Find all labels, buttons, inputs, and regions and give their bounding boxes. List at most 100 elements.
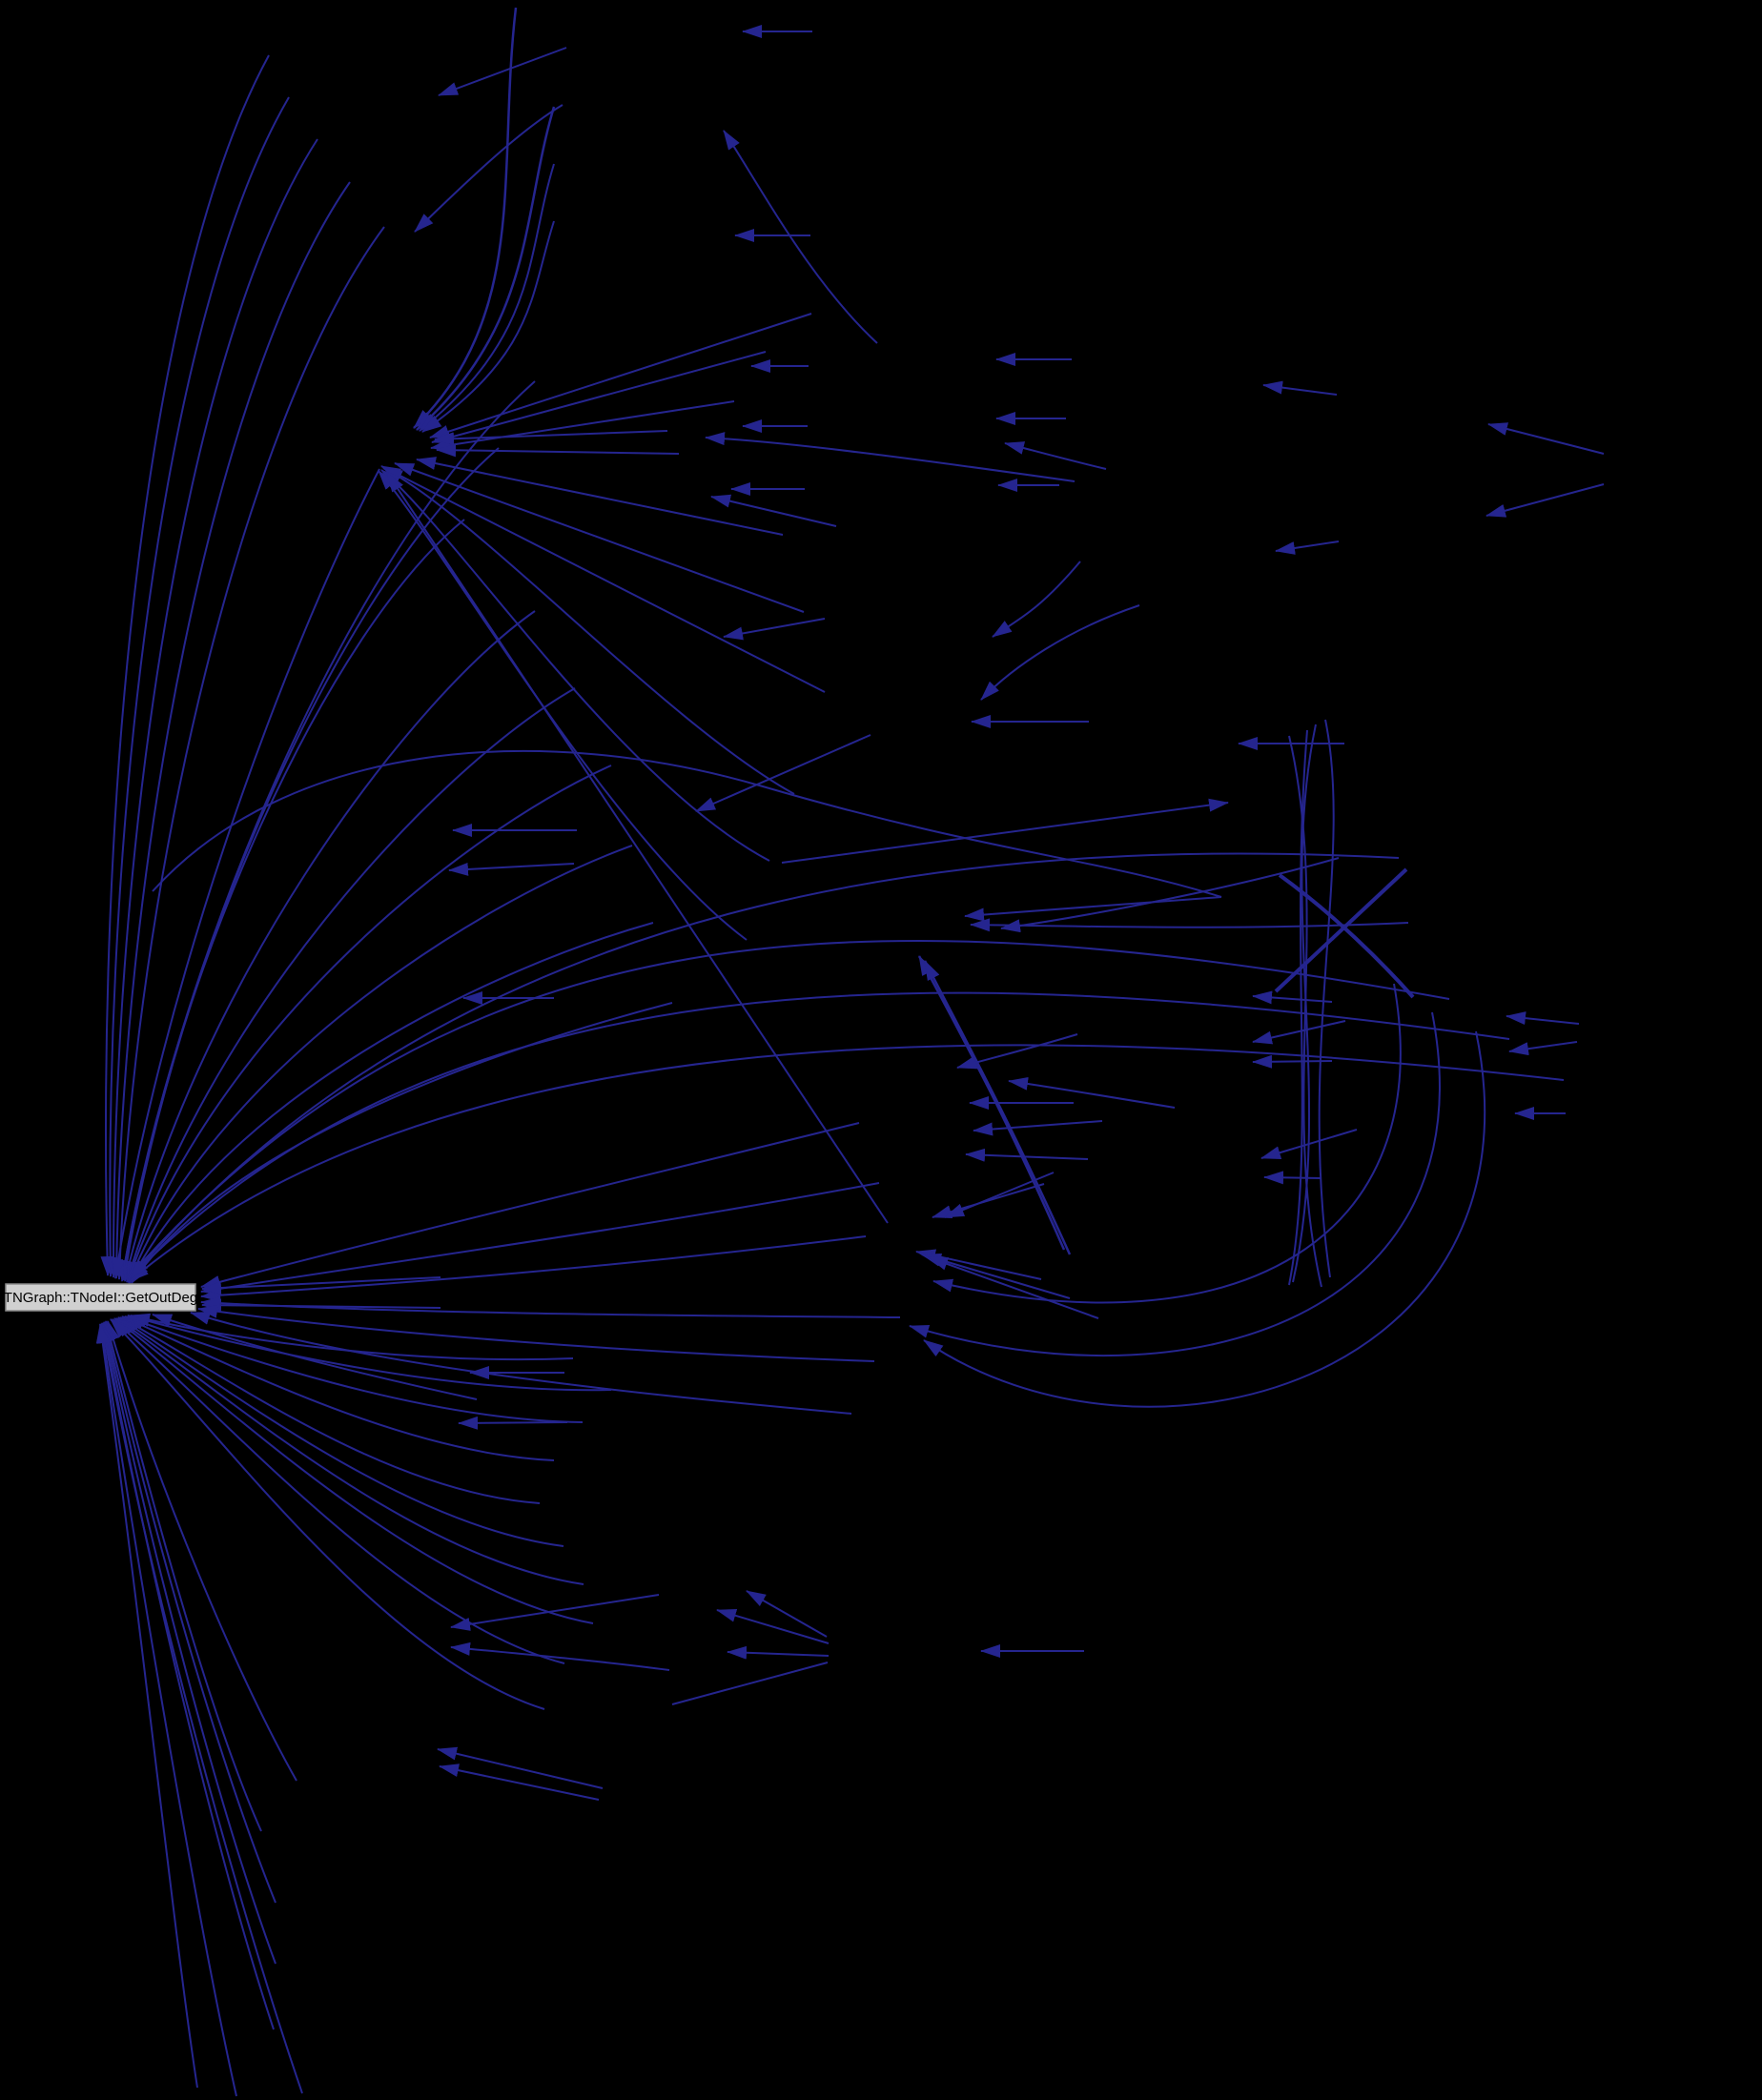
call-edge [130,852,1400,1279]
call-edge [419,163,555,432]
call-edge [97,1323,237,2097]
call-edge [980,604,1140,701]
call-edge [201,1276,441,1295]
call-edge [107,1320,297,1782]
call-edge [458,1416,568,1430]
call-edge [414,104,563,233]
call-edge [102,1321,277,1904]
call-edge [112,1318,565,1664]
call-edge [437,1746,604,1789]
call-edge [118,519,465,1282]
call-edge [121,1315,555,1461]
call-edge [944,1172,1055,1218]
call-edge [200,1122,860,1289]
call-edge [1275,540,1340,555]
call-edge [746,1590,828,1638]
call-edge [152,749,1222,898]
call-edge [201,1298,441,1313]
call-edge [382,467,795,795]
call-edge [106,138,318,1278]
call-edge [98,1322,303,2094]
call-edge [671,1662,829,1705]
call-edge [1008,1076,1176,1109]
call-edge [1288,729,1308,1286]
call-edge [394,462,805,613]
call-edge [438,47,567,96]
call-edge [104,1320,262,1832]
call-edge [117,1316,564,1547]
call-edge [127,991,1510,1281]
call-edge [112,468,380,1279]
call-edge [99,1322,275,2030]
call-edge [705,432,1076,482]
call-edge [103,96,290,1277]
call-edge [113,1317,594,1624]
call-edge [965,1148,1089,1162]
call-edge [1263,1171,1322,1185]
main-function-node[interactable]: TNGraph::TNodeI::GetOutDeg [4,1283,197,1312]
call-edge [917,955,1066,1251]
call-edge [716,1609,830,1644]
call-edge [430,400,735,452]
call-edge [131,1002,673,1284]
call-edge [923,960,1072,1255]
call-edge [1485,483,1605,518]
call-edge [113,226,385,1280]
call-edge [200,1182,880,1295]
call-edge [1262,380,1338,396]
call-edge [200,1235,867,1302]
call-edge [727,1645,830,1660]
call-edge [436,443,680,458]
call-edge [110,1318,545,1710]
node-box [5,1283,196,1312]
call-edge [416,457,784,536]
call-edge [100,54,270,1276]
call-edge [450,1594,660,1631]
call-edge [695,734,871,812]
call-edge [1278,873,1415,999]
call-edge [932,983,1402,1304]
call-edge [110,181,351,1279]
call-edge [416,106,556,431]
call-edge [964,896,1222,922]
call-edge [956,1033,1078,1070]
call-edge [380,469,770,862]
call-edge [448,862,575,876]
call-edge [434,430,668,446]
call-edge [127,765,612,1283]
call-edge [119,1316,541,1504]
call-edge [710,494,837,527]
call-edge [1252,990,1333,1005]
call-edge [127,1314,612,1392]
call-edge [200,1296,901,1318]
call-edge [122,610,536,1282]
call-edge [429,313,812,438]
call-edge [129,1044,1565,1282]
call-edge [129,922,654,1284]
call-edge [1274,867,1408,993]
call-edge [152,1314,478,1400]
node-label: TNGraph::TNodeI::GetOutDeg [4,1290,197,1306]
edges-layer [95,7,1605,2097]
call-edge [723,618,826,641]
call-edge [126,939,1450,1280]
call-edge [1252,1020,1346,1045]
call-edge [421,220,555,433]
call-edge [380,465,826,693]
call-edge [130,1313,574,1361]
call-edge [95,1323,198,2089]
call-edge [1487,422,1605,455]
call-edge [923,1030,1486,1408]
call-edge [1000,857,1340,933]
call-edge [125,687,576,1283]
call-edge [909,1011,1441,1356]
call-edge [413,7,518,429]
call-edge [115,1317,584,1585]
call-edge [450,1641,670,1671]
call-edge [439,1764,600,1801]
call-edge [386,472,889,1224]
call-edge [190,1312,852,1415]
call-edge [101,1321,277,1965]
